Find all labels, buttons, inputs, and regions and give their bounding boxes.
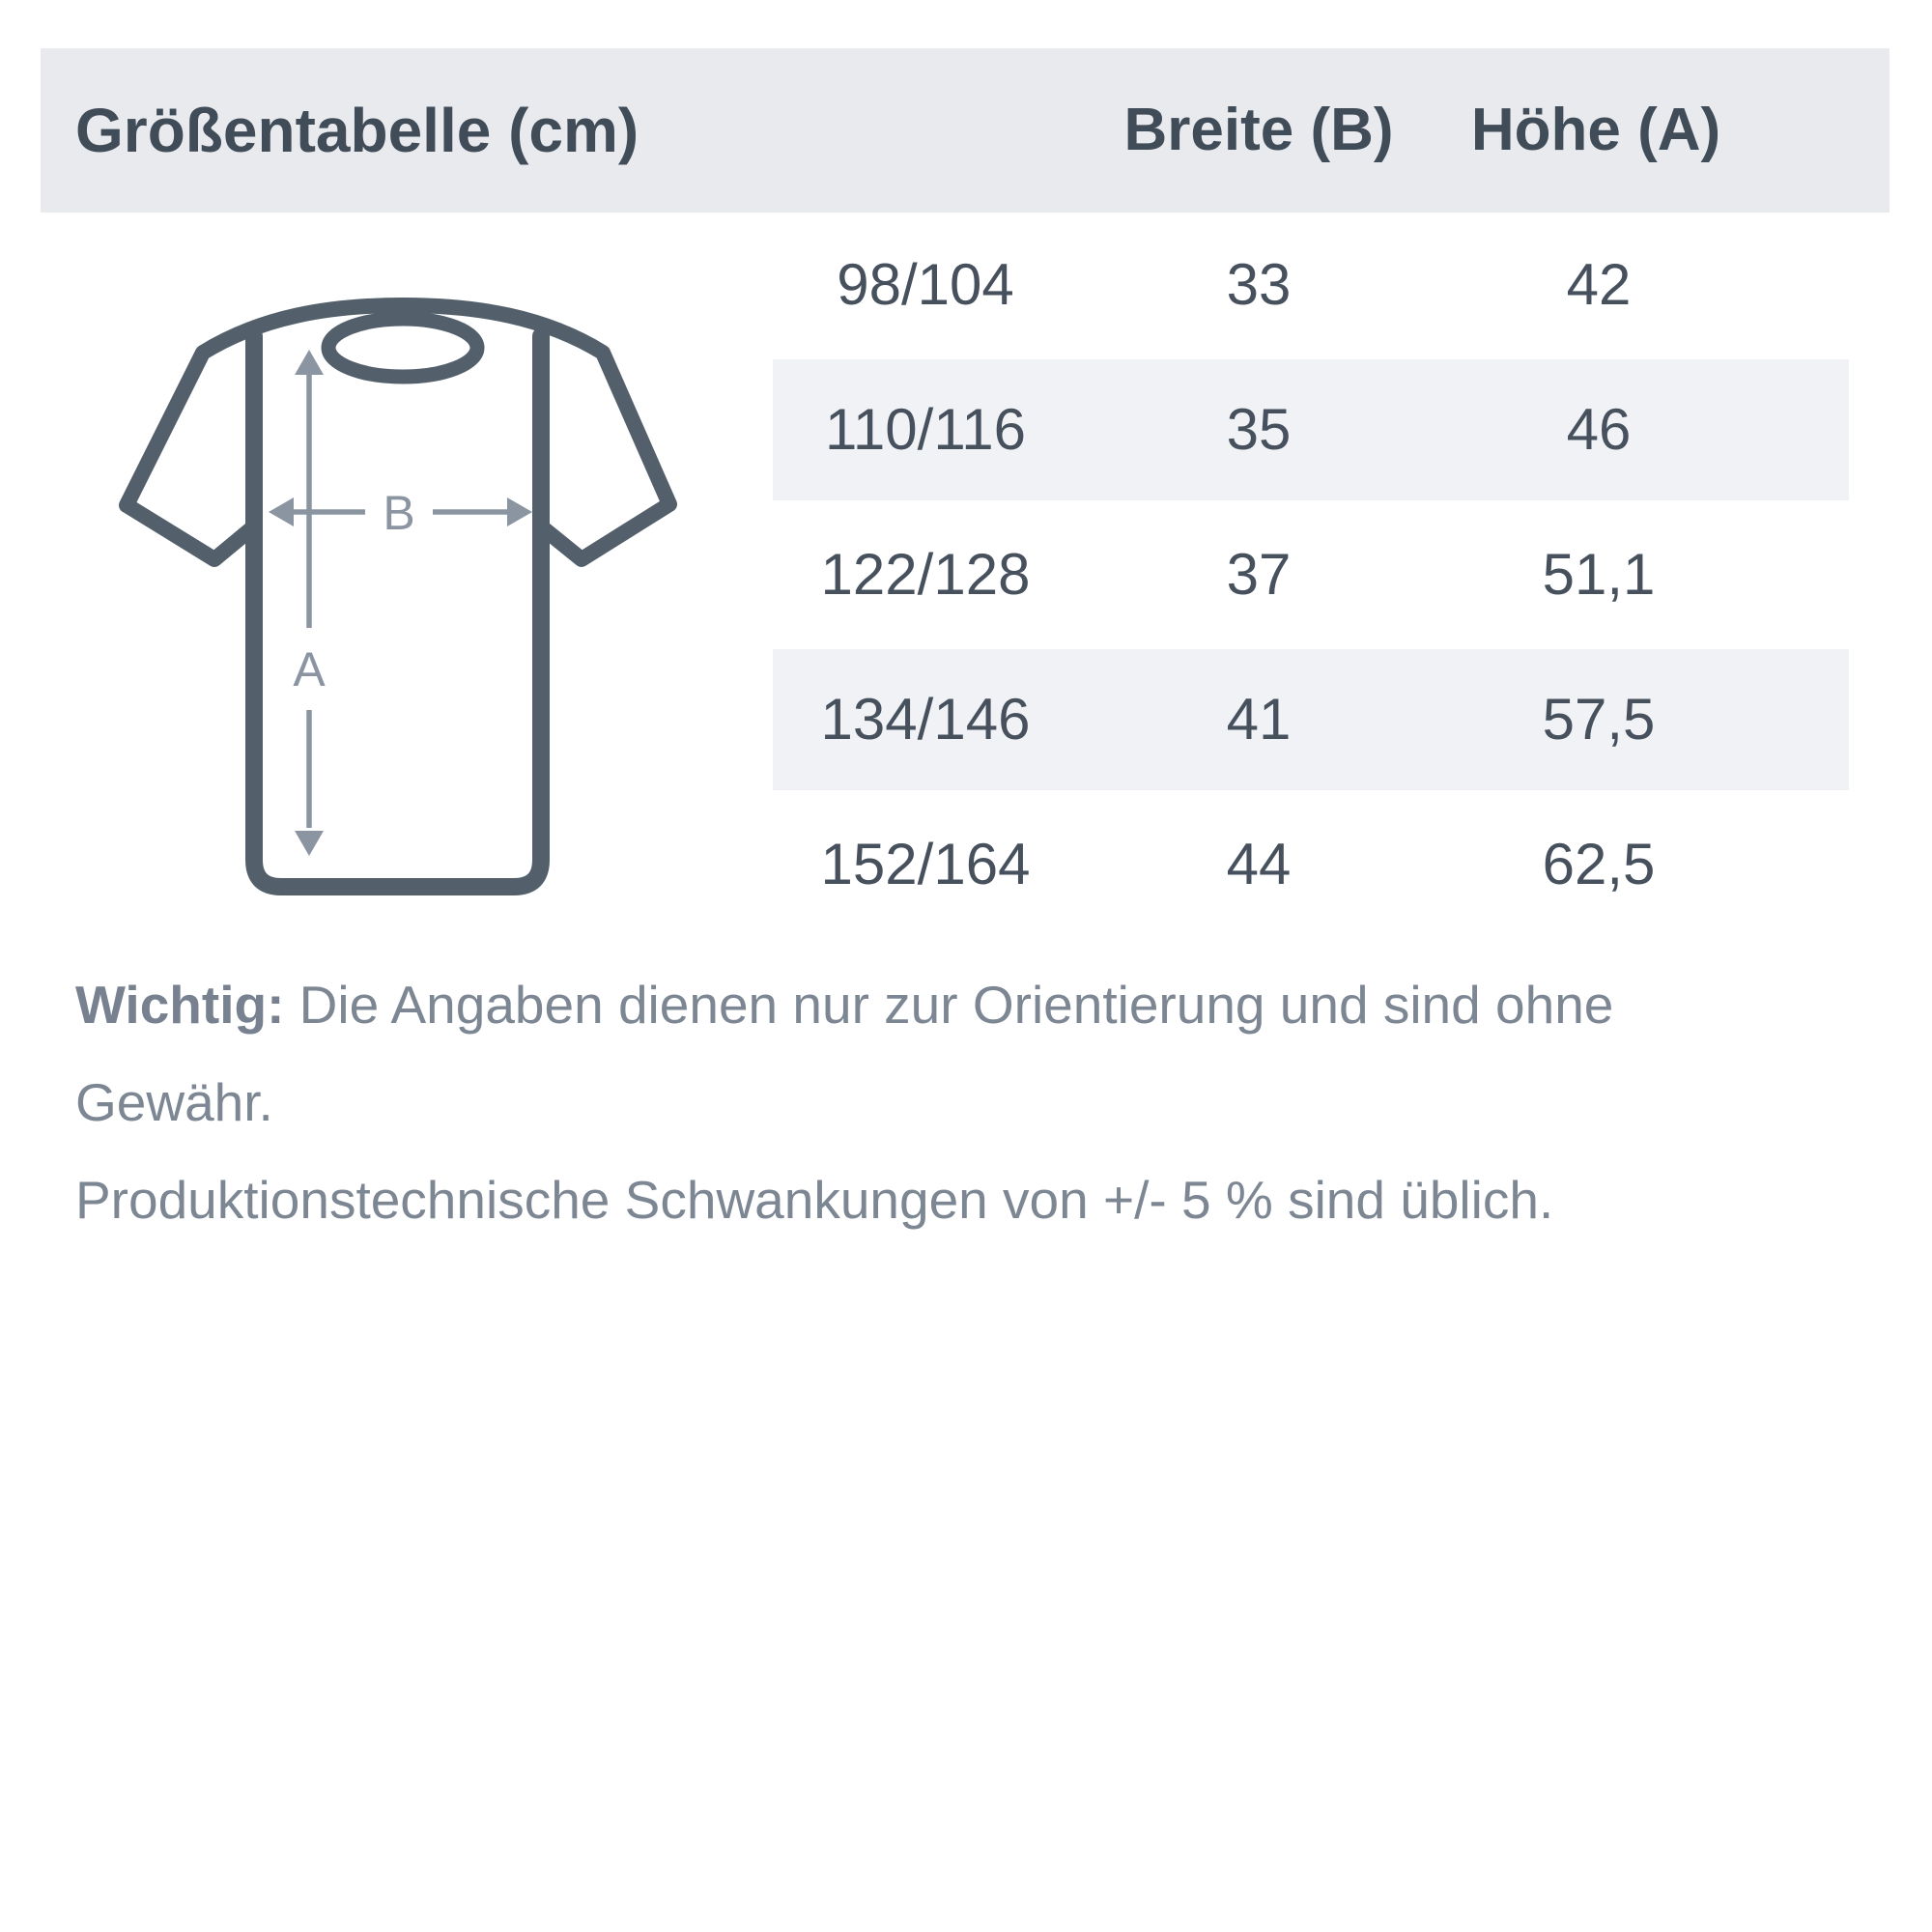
width-label: B [383, 486, 414, 540]
breite-cell: 44 [1226, 832, 1292, 896]
table-header-band: Größentabelle (cm) Breite (B) Höhe (A) [41, 48, 1889, 213]
breite-cell: 35 [1226, 397, 1292, 462]
disclaimer-note: Wichtig: Die Angaben dienen nur zur Orie… [75, 956, 1814, 1249]
hoehe-cell: 57,5 [1542, 687, 1656, 752]
size-cell: 122/128 [820, 542, 1031, 607]
note-line-2: Produktionstechnische Schwankungen von +… [75, 1170, 1554, 1230]
note-line-1: Wichtig: Die Angaben dienen nur zur Orie… [75, 956, 1814, 1151]
size-cell: 134/146 [820, 687, 1031, 752]
hoehe-cell: 46 [1566, 397, 1632, 462]
arrow-left-icon [269, 497, 294, 526]
page-title: Größentabelle (cm) [75, 96, 639, 165]
arrow-up-icon [295, 350, 324, 375]
tshirt-diagram-icon: A B [119, 298, 677, 895]
table-row: 134/146 41 57,5 [0, 647, 1932, 792]
hoehe-cell: 51,1 [1542, 542, 1656, 607]
hoehe-cell: 62,5 [1542, 832, 1656, 896]
size-cell: 110/116 [825, 397, 1026, 462]
height-label: A [293, 642, 326, 696]
tshirt-measurement-diagram: A B [77, 222, 696, 937]
size-cell: 98/104 [837, 252, 1014, 317]
arrow-down-icon [295, 831, 324, 856]
row-shade [773, 649, 1849, 790]
width-arrow [269, 497, 532, 526]
breite-cell: 41 [1226, 687, 1292, 752]
note-label: Wichtig: [75, 975, 285, 1035]
table-row: 110/116 35 46 [0, 357, 1932, 502]
tshirt-collar [321, 311, 485, 384]
tshirt-sleeves-outline [119, 298, 677, 567]
arrow-right-icon [507, 497, 532, 526]
hoehe-cell: 42 [1566, 252, 1632, 317]
column-header-hoehe: Höhe (A) [1470, 97, 1721, 163]
breite-cell: 33 [1226, 252, 1292, 317]
height-arrow [295, 350, 324, 856]
table-row: 98/104 33 42 [0, 213, 1932, 357]
column-header-breite: Breite (B) [1123, 97, 1394, 163]
size-cell: 152/164 [820, 832, 1031, 896]
note-text-1: Die Angaben dienen nur zur Orientierung … [75, 975, 1614, 1132]
tshirt-torso-outline [245, 327, 550, 895]
breite-cell: 37 [1226, 542, 1292, 607]
table-row: 152/164 44 62,5 [0, 792, 1932, 937]
table-row: 122/128 37 51,1 [0, 502, 1932, 647]
size-table: 98/104 33 42 110/116 35 46 122/128 37 51… [0, 213, 1932, 937]
row-shade [773, 359, 1849, 500]
